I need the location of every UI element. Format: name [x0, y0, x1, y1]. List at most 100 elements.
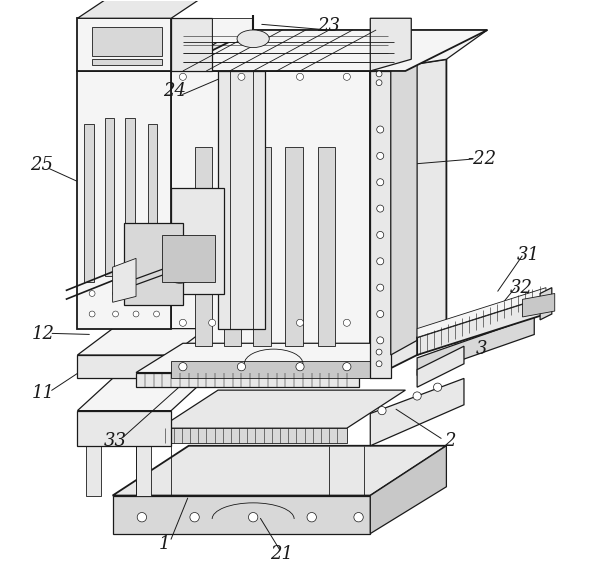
Circle shape	[209, 319, 215, 326]
Polygon shape	[317, 147, 335, 346]
Circle shape	[89, 311, 95, 317]
Circle shape	[434, 383, 442, 392]
Polygon shape	[148, 124, 157, 282]
Polygon shape	[385, 147, 392, 294]
Polygon shape	[171, 361, 370, 379]
Text: 24: 24	[163, 82, 185, 100]
Circle shape	[238, 363, 245, 371]
Polygon shape	[398, 153, 406, 294]
Polygon shape	[77, 0, 206, 18]
Polygon shape	[113, 258, 136, 302]
Polygon shape	[286, 147, 303, 346]
Circle shape	[133, 291, 139, 296]
Polygon shape	[171, 42, 417, 71]
Polygon shape	[370, 59, 446, 379]
Circle shape	[377, 126, 384, 133]
Polygon shape	[171, 18, 212, 71]
Polygon shape	[136, 411, 151, 495]
Circle shape	[377, 337, 384, 344]
Polygon shape	[124, 223, 183, 305]
Polygon shape	[224, 147, 241, 346]
Polygon shape	[370, 379, 464, 446]
Polygon shape	[77, 18, 171, 71]
Circle shape	[378, 407, 386, 415]
Circle shape	[296, 363, 304, 371]
Circle shape	[133, 311, 139, 317]
Circle shape	[89, 291, 95, 296]
Polygon shape	[370, 18, 411, 71]
Circle shape	[113, 311, 118, 317]
Polygon shape	[370, 30, 487, 71]
Polygon shape	[77, 411, 171, 446]
Text: 3: 3	[476, 340, 487, 358]
Text: 25: 25	[29, 156, 53, 174]
Text: 32: 32	[510, 279, 533, 296]
Circle shape	[377, 153, 384, 160]
Circle shape	[238, 73, 245, 80]
Polygon shape	[163, 235, 215, 282]
Polygon shape	[113, 446, 446, 495]
Circle shape	[377, 178, 384, 185]
Polygon shape	[77, 379, 206, 411]
Polygon shape	[370, 446, 446, 534]
Circle shape	[179, 363, 187, 371]
Polygon shape	[171, 30, 487, 71]
Circle shape	[377, 231, 384, 238]
Polygon shape	[391, 59, 417, 355]
Circle shape	[343, 73, 350, 80]
Polygon shape	[218, 71, 265, 329]
Circle shape	[376, 71, 382, 77]
Circle shape	[154, 311, 160, 317]
Polygon shape	[113, 495, 370, 534]
Polygon shape	[92, 59, 163, 65]
Polygon shape	[85, 124, 94, 282]
Polygon shape	[171, 71, 370, 379]
Polygon shape	[417, 288, 546, 338]
Polygon shape	[417, 317, 534, 376]
Polygon shape	[77, 329, 206, 355]
Circle shape	[377, 311, 384, 318]
Polygon shape	[136, 373, 359, 387]
Circle shape	[376, 361, 382, 367]
Polygon shape	[136, 343, 406, 373]
Circle shape	[413, 392, 421, 400]
Text: 33: 33	[104, 432, 127, 450]
Text: 2: 2	[443, 432, 455, 450]
Circle shape	[190, 512, 199, 522]
Circle shape	[137, 512, 146, 522]
Text: 21: 21	[270, 545, 293, 563]
Polygon shape	[86, 411, 101, 495]
Text: 1: 1	[158, 535, 170, 553]
Polygon shape	[105, 118, 115, 276]
Circle shape	[377, 284, 384, 291]
Polygon shape	[370, 71, 391, 379]
Circle shape	[377, 258, 384, 265]
Polygon shape	[417, 346, 464, 387]
Circle shape	[179, 319, 187, 326]
Polygon shape	[92, 27, 163, 56]
Ellipse shape	[237, 30, 269, 48]
Circle shape	[179, 73, 187, 80]
Circle shape	[113, 291, 118, 296]
Polygon shape	[77, 71, 171, 329]
Circle shape	[377, 205, 384, 212]
Polygon shape	[77, 42, 206, 71]
Text: 31: 31	[517, 247, 540, 264]
Polygon shape	[77, 355, 171, 379]
Circle shape	[376, 349, 382, 355]
Polygon shape	[160, 428, 347, 443]
Polygon shape	[212, 18, 253, 42]
Polygon shape	[253, 147, 271, 346]
Ellipse shape	[167, 263, 193, 284]
Circle shape	[296, 73, 304, 80]
Circle shape	[343, 319, 350, 326]
Circle shape	[248, 512, 258, 522]
Text: 23: 23	[317, 18, 340, 35]
Polygon shape	[523, 294, 555, 317]
Circle shape	[376, 80, 382, 86]
Polygon shape	[194, 147, 212, 346]
Text: 11: 11	[32, 384, 55, 402]
Circle shape	[354, 512, 363, 522]
Polygon shape	[540, 288, 552, 320]
Polygon shape	[417, 296, 546, 355]
